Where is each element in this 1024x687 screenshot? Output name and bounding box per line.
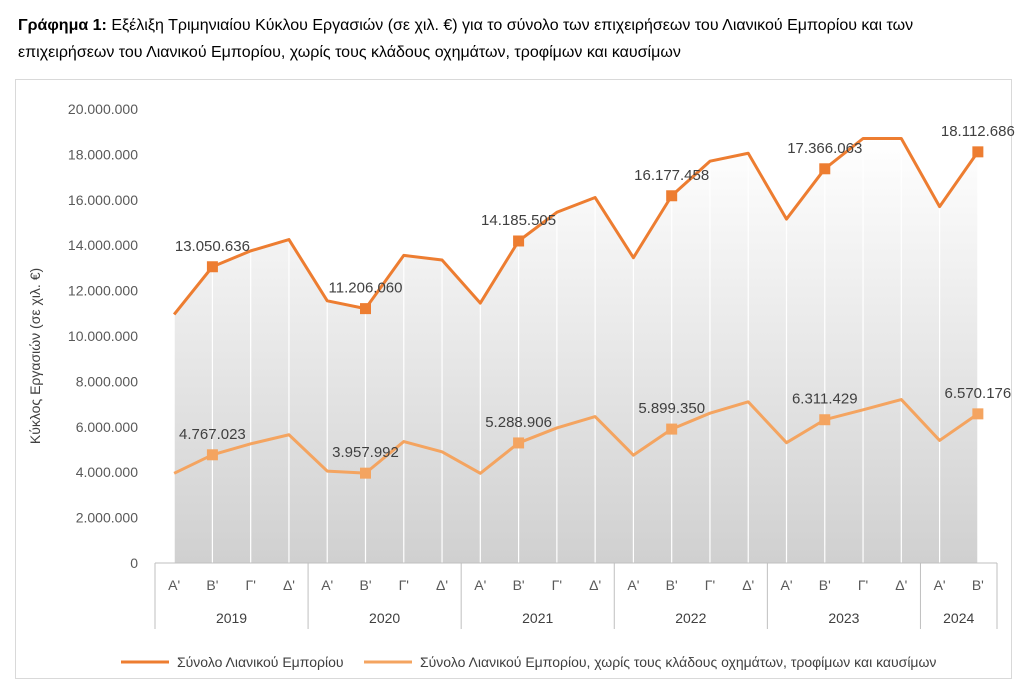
- data-marker: [360, 303, 371, 315]
- data-label: 13.050.636: [175, 238, 250, 255]
- plot-area-shade: [174, 138, 978, 563]
- data-marker: [666, 190, 678, 202]
- data-label: 18.112.686: [941, 123, 1015, 140]
- data-marker: [819, 414, 831, 426]
- x-tick-label: Δ': [589, 577, 601, 593]
- y-tick-label: 10.000.000: [68, 328, 138, 344]
- data-marker: [206, 449, 218, 461]
- data-marker: [972, 408, 984, 420]
- x-tick-label: Γ': [858, 577, 868, 593]
- y-tick-label: 18.000.000: [68, 146, 138, 162]
- data-label: 6.311.429: [792, 391, 858, 408]
- data-marker: [513, 235, 525, 247]
- x-tick-label: Α': [474, 577, 486, 593]
- data-label: 17.366.063: [787, 140, 862, 157]
- year-label: 2022: [675, 610, 706, 626]
- data-marker: [360, 467, 371, 479]
- x-tick-label: Γ': [552, 577, 562, 593]
- y-tick-label: 16.000.000: [68, 192, 138, 208]
- data-marker: [972, 146, 984, 158]
- data-label: 3.957.992: [332, 444, 399, 461]
- data-marker: [819, 163, 831, 175]
- data-marker: [206, 261, 218, 273]
- x-tick-label: Β': [359, 577, 371, 593]
- x-tick-label: Β': [819, 577, 831, 593]
- x-tick-label: Γ': [245, 577, 255, 593]
- x-tick-label: Α': [168, 577, 180, 593]
- x-tick-label: Δ': [742, 577, 754, 593]
- data-label: 16.177.458: [634, 167, 709, 184]
- data-marker: [513, 437, 525, 449]
- data-label: 6.570.176: [944, 385, 1011, 402]
- data-label: 5.288.906: [485, 414, 552, 431]
- year-label: 2021: [522, 610, 553, 626]
- year-label: 2019: [216, 610, 247, 626]
- x-tick-label: Γ': [705, 577, 715, 593]
- x-tick-label: Α': [627, 577, 639, 593]
- y-tick-label: 12.000.000: [68, 283, 138, 299]
- caption-text: Εξέλιξη Τριμηνιαίου Κύκλου Εργασιών (σε …: [18, 17, 914, 61]
- caption-lead: Γράφημα 1:: [18, 17, 107, 34]
- data-label: 4.767.023: [179, 426, 246, 443]
- y-tick-label: 4.000.000: [76, 464, 138, 480]
- series-line-2: [173, 398, 979, 475]
- series-group: [172, 137, 984, 479]
- x-tick-label: Β': [206, 577, 218, 593]
- legend-label-1: Σύνολο Λιανικού Εμπορίου: [177, 654, 344, 670]
- y-axis-ticks: 0 2.000.000 4.000.000 6.000.000 8.000.000 10.…: [68, 101, 138, 571]
- y-tick-label: 2.000.000: [76, 510, 138, 526]
- year-label: 2024: [943, 610, 974, 626]
- year-label: 2023: [828, 610, 859, 626]
- y-tick-label: 14.000.000: [68, 237, 138, 253]
- x-tick-label: Δ': [283, 577, 295, 593]
- grid-lines: [173, 99, 979, 563]
- x-tick-label: Δ': [436, 577, 448, 593]
- x-tick-label: Α': [321, 577, 333, 593]
- x-tick-label: Α': [934, 577, 946, 593]
- legend: Σύνολο Λιανικού Εμπορίου Σύνολο Λιανικού …: [121, 654, 936, 670]
- y-axis-label: Κύκλος Εργασιών (σε χιλ. €): [27, 268, 43, 444]
- y-tick-label: 6.000.000: [76, 419, 138, 435]
- y-tick-label: 20.000.000: [68, 101, 138, 117]
- x-tick-label: Γ': [399, 577, 409, 593]
- y-tick-label: 0: [130, 555, 138, 571]
- data-label: 5.899.350: [638, 400, 705, 417]
- data-labels: 13.050.636 11.206.060 14.185.505 16.177.458…: [175, 123, 1015, 461]
- x-tick-label: Β': [666, 577, 678, 593]
- plot-background: [174, 138, 978, 563]
- x-tick-label: Β': [972, 577, 984, 593]
- data-label: 14.185.505: [481, 212, 556, 229]
- data-marker: [666, 423, 678, 435]
- legend-label-2: Σύνολο Λιανικού Εμπορίου, χωρίς τους κλά…: [420, 654, 936, 670]
- x-axis-ticks: Α' Β' Γ' Δ' Α' Β' Γ' Δ' Α' Β' Γ' Δ' Α' Β' Γ' Δ' Α' Β' Γ' Δ'…: [154, 562, 998, 629]
- x-tick-label: Β': [513, 577, 525, 593]
- year-label: 2020: [369, 610, 400, 626]
- y-tick-label: 8.000.000: [76, 373, 138, 389]
- chart-caption: Γράφημα 1: Εξέλιξη Τριμηνιαίου Κύκλου Ερ…: [18, 12, 1013, 66]
- x-tick-label: Δ': [895, 577, 907, 593]
- data-label: 11.206.060: [329, 280, 403, 297]
- series-line-1: [172, 137, 980, 316]
- x-tick-label: Α': [780, 577, 792, 593]
